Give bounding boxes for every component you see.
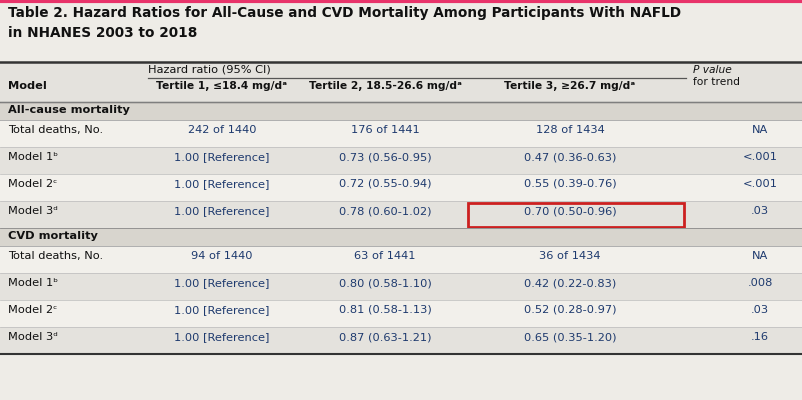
FancyBboxPatch shape xyxy=(0,0,802,62)
Text: 0.78 (0.60-1.02): 0.78 (0.60-1.02) xyxy=(338,206,431,216)
Text: Model 2ᶜ: Model 2ᶜ xyxy=(8,305,58,315)
Text: Tertile 1, ≤18.4 mg/dᵃ: Tertile 1, ≤18.4 mg/dᵃ xyxy=(156,81,287,91)
Text: .03: .03 xyxy=(751,305,769,315)
Text: Model 3ᵈ: Model 3ᵈ xyxy=(8,206,58,216)
Text: 1.00 [Reference]: 1.00 [Reference] xyxy=(174,152,269,162)
Text: in NHANES 2003 to 2018: in NHANES 2003 to 2018 xyxy=(8,26,197,40)
FancyBboxPatch shape xyxy=(0,147,802,174)
Text: Model: Model xyxy=(8,81,47,91)
Text: for trend: for trend xyxy=(693,77,740,87)
FancyBboxPatch shape xyxy=(0,246,802,273)
Text: 0.80 (0.58-1.10): 0.80 (0.58-1.10) xyxy=(338,278,431,288)
Text: 176 of 1441: 176 of 1441 xyxy=(350,125,419,135)
Text: Hazard ratio (95% CI): Hazard ratio (95% CI) xyxy=(148,65,271,75)
Text: 242 of 1440: 242 of 1440 xyxy=(188,125,257,135)
Text: NA: NA xyxy=(752,251,768,261)
Text: 0.55 (0.39-0.76): 0.55 (0.39-0.76) xyxy=(524,179,616,189)
Text: <.001: <.001 xyxy=(743,152,777,162)
Text: 63 of 1441: 63 of 1441 xyxy=(354,251,415,261)
Text: 0.72 (0.55-0.94): 0.72 (0.55-0.94) xyxy=(338,179,431,189)
Text: 0.47 (0.36-0.63): 0.47 (0.36-0.63) xyxy=(524,152,616,162)
Text: 1.00 [Reference]: 1.00 [Reference] xyxy=(174,332,269,342)
Text: 0.52 (0.28-0.97): 0.52 (0.28-0.97) xyxy=(524,305,616,315)
FancyBboxPatch shape xyxy=(0,300,802,327)
Text: 0.65 (0.35-1.20): 0.65 (0.35-1.20) xyxy=(524,332,616,342)
FancyBboxPatch shape xyxy=(0,228,802,246)
Text: 1.00 [Reference]: 1.00 [Reference] xyxy=(174,179,269,189)
Text: Model 3ᵈ: Model 3ᵈ xyxy=(8,332,58,342)
Text: Model 2ᶜ: Model 2ᶜ xyxy=(8,179,58,189)
Text: Tertile 3, ≥26.7 mg/dᵃ: Tertile 3, ≥26.7 mg/dᵃ xyxy=(504,81,635,91)
Text: 128 of 1434: 128 of 1434 xyxy=(536,125,605,135)
Text: 0.70 (0.50-0.96): 0.70 (0.50-0.96) xyxy=(524,206,616,216)
Text: Model 1ᵇ: Model 1ᵇ xyxy=(8,152,58,162)
Text: Total deaths, No.: Total deaths, No. xyxy=(8,251,103,261)
Text: Tertile 2, 18.5-26.6 mg/dᵃ: Tertile 2, 18.5-26.6 mg/dᵃ xyxy=(309,81,461,91)
FancyBboxPatch shape xyxy=(0,102,802,120)
Text: .16: .16 xyxy=(751,332,769,342)
Text: 1.00 [Reference]: 1.00 [Reference] xyxy=(174,206,269,216)
FancyBboxPatch shape xyxy=(0,120,802,147)
Text: <.001: <.001 xyxy=(743,179,777,189)
FancyBboxPatch shape xyxy=(0,201,802,228)
Text: 0.42 (0.22-0.83): 0.42 (0.22-0.83) xyxy=(524,278,616,288)
Text: Table 2. Hazard Ratios for All-Cause and CVD Mortality Among Participants With N: Table 2. Hazard Ratios for All-Cause and… xyxy=(8,6,681,20)
Text: 1.00 [Reference]: 1.00 [Reference] xyxy=(174,278,269,288)
Text: NA: NA xyxy=(752,125,768,135)
Text: P value: P value xyxy=(693,65,731,75)
FancyBboxPatch shape xyxy=(0,327,802,354)
FancyBboxPatch shape xyxy=(0,174,802,201)
Text: 94 of 1440: 94 of 1440 xyxy=(191,251,253,261)
FancyBboxPatch shape xyxy=(0,62,802,102)
Text: All-cause mortality: All-cause mortality xyxy=(8,105,130,115)
Text: 1.00 [Reference]: 1.00 [Reference] xyxy=(174,305,269,315)
Text: .008: .008 xyxy=(747,278,772,288)
FancyBboxPatch shape xyxy=(0,273,802,300)
Text: 0.87 (0.63-1.21): 0.87 (0.63-1.21) xyxy=(338,332,431,342)
Text: 0.73 (0.56-0.95): 0.73 (0.56-0.95) xyxy=(338,152,431,162)
Text: .03: .03 xyxy=(751,206,769,216)
Text: Total deaths, No.: Total deaths, No. xyxy=(8,125,103,135)
Text: CVD mortality: CVD mortality xyxy=(8,231,98,241)
Text: Model 1ᵇ: Model 1ᵇ xyxy=(8,278,58,288)
Text: 0.81 (0.58-1.13): 0.81 (0.58-1.13) xyxy=(338,305,431,315)
Text: 36 of 1434: 36 of 1434 xyxy=(539,251,601,261)
